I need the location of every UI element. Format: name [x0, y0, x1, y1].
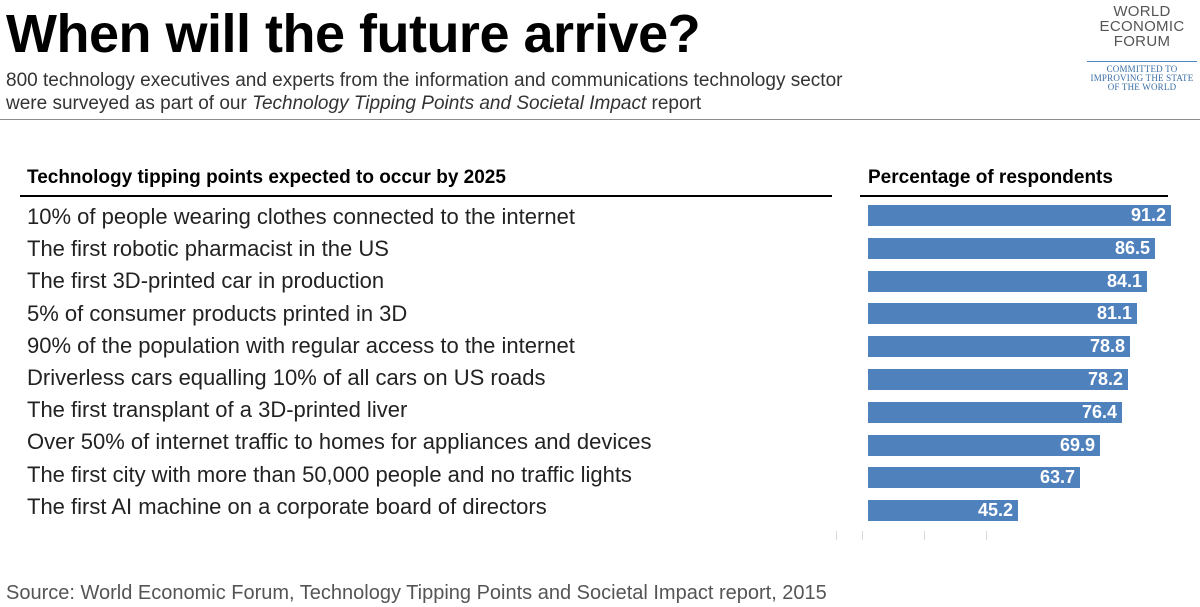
left-header-rule: [20, 195, 832, 197]
right-header-rule: [860, 195, 1168, 197]
category-label: Driverless cars equalling 10% of all car…: [27, 365, 546, 390]
category-label: The first AI machine on a corporate boar…: [27, 493, 547, 519]
page-title: When will the future arrive?: [6, 4, 701, 64]
report-name: Technology Tipping Points and Societal I…: [252, 93, 647, 114]
bar-value-label: 63.7: [1039, 467, 1075, 488]
logo-divider: [1087, 61, 1197, 62]
category-label: 90% of the population with regular acces…: [27, 332, 575, 358]
category-label: The first robotic pharmacist in the US: [27, 236, 389, 262]
bar-value-label: 78.8: [1089, 336, 1125, 357]
logo-tagline-1: COMMITTED TO: [1106, 64, 1178, 74]
bar: 76.4: [868, 401, 1122, 423]
subtitle-text-pre: were surveyed as part of our: [6, 93, 253, 114]
subtitle-line-1: 800 technology executives and experts fr…: [6, 70, 843, 91]
bar: 69.9: [868, 434, 1100, 456]
bar-value-label: 78.2: [1087, 369, 1123, 389]
bar: 91.2: [868, 205, 1171, 226]
logo-line-2: ECONOMIC: [1099, 18, 1185, 35]
category-label: The first 3D-printed car in production: [27, 268, 385, 294]
bar: 86.5: [868, 237, 1155, 259]
bar-value-label: 84.1: [1106, 270, 1142, 291]
category-label: 10% of people wearing clothes connected …: [27, 204, 575, 229]
bar-value-label: 76.4: [1081, 401, 1117, 422]
bar: 81.1: [868, 303, 1137, 325]
subtitle-line-2: were surveyed as part of our Technology …: [6, 92, 842, 115]
logo-line-1: WORLD: [1113, 3, 1171, 20]
subtitle: 800 technology executives and experts fr…: [6, 69, 842, 115]
bar: 45.2: [868, 500, 1018, 522]
category-label: The first city with more than 50,000 peo…: [27, 461, 632, 487]
bar: 78.8: [868, 336, 1130, 358]
bar: 84.1: [868, 270, 1147, 292]
source-note: Source: World Economic Forum, Technology…: [6, 582, 827, 604]
bar-value-label: 69.9: [1059, 434, 1095, 455]
bar: 78.2: [868, 369, 1128, 390]
category-label: 5% of consumer products printed in 3D: [27, 300, 408, 326]
bar-value-label: 81.1: [1096, 303, 1132, 324]
axis-tick: [924, 531, 925, 540]
header-divider: [0, 119, 1200, 120]
bar: 63.7: [868, 467, 1080, 489]
logo-line-3: FORUM: [1113, 33, 1171, 50]
axis-tick: [836, 531, 837, 540]
right-column-header: Percentage of respondents: [868, 167, 1113, 188]
bar-value-label: 91.2: [1130, 205, 1166, 225]
wef-logo: WORLD ECONOMIC FORUM COMMITTED TO IMPROV…: [1086, 4, 1198, 92]
category-label: The first transplant of a 3D-printed liv…: [27, 397, 408, 423]
category-label: Over 50% of internet traffic to homes fo…: [27, 429, 652, 455]
axis-tick: [862, 531, 863, 540]
bar-value-label: 45.2: [977, 500, 1013, 521]
logo-tagline-2: IMPROVING THE STATE: [1090, 73, 1194, 83]
left-column-header: Technology tipping points expected to oc…: [27, 167, 506, 188]
logo-tagline-3: OF THE WORLD: [1107, 82, 1177, 92]
axis-tick: [986, 531, 987, 540]
bar-value-label: 86.5: [1114, 237, 1150, 258]
subtitle-text-post: report: [646, 93, 702, 114]
